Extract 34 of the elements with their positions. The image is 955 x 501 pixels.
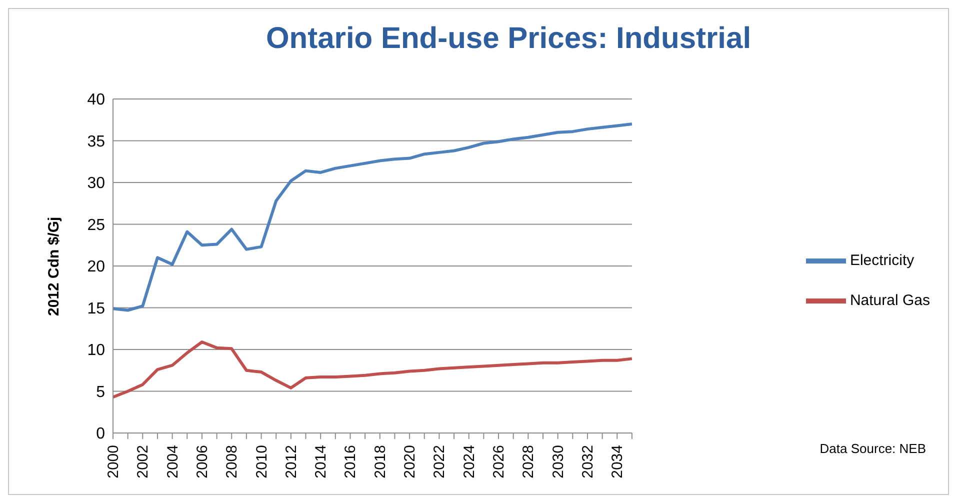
x-tick-label: 2022 — [431, 445, 448, 478]
chart-title: Ontario End-use Prices: Industrial — [264, 21, 752, 57]
x-tick-label: 2032 — [579, 445, 596, 478]
legend-label: Natural Gas — [850, 292, 930, 309]
x-tick-label: 2006 — [194, 445, 211, 478]
x-tick-label: 2002 — [134, 445, 152, 478]
x-tick-label: 2034 — [609, 445, 626, 478]
y-tick-label: 30 — [87, 175, 106, 192]
line-series — [112, 122, 634, 312]
y-tick-label: 5 — [96, 384, 106, 401]
y-tick-label: 35 — [87, 133, 106, 150]
x-tick-label: 2030 — [550, 445, 567, 478]
y-tick-label: 20 — [87, 258, 106, 276]
y-axis-title: 2012 Cdn $/Gj — [45, 216, 62, 316]
x-tick-label: 2020 — [402, 445, 419, 478]
x-tick-label: 2004 — [164, 445, 182, 478]
x-tick-label: 2008 — [224, 445, 241, 478]
x-tick-label: 2028 — [520, 445, 538, 478]
x-tick-label: 2000 — [105, 445, 122, 478]
y-tick-label: 10 — [87, 342, 106, 360]
legend-label: Electricity — [850, 252, 914, 269]
x-tick-label: 2010 — [253, 445, 270, 478]
x-tick-label: 2016 — [342, 445, 360, 478]
x-tick-label: 2026 — [490, 445, 508, 478]
y-tick-label: 15 — [87, 300, 106, 318]
y-tick-label: 0 — [96, 426, 106, 443]
x-tick-label: 2012 — [282, 445, 300, 478]
line-series — [112, 340, 634, 399]
x-tick-label: 2024 — [460, 445, 478, 478]
source-note: Data Source: NEB — [820, 441, 926, 456]
x-tick-label: 2014 — [312, 445, 330, 478]
y-tick-label: 40 — [87, 92, 106, 109]
y-tick-label: 25 — [87, 216, 106, 234]
x-tick-label: 2018 — [372, 445, 389, 478]
